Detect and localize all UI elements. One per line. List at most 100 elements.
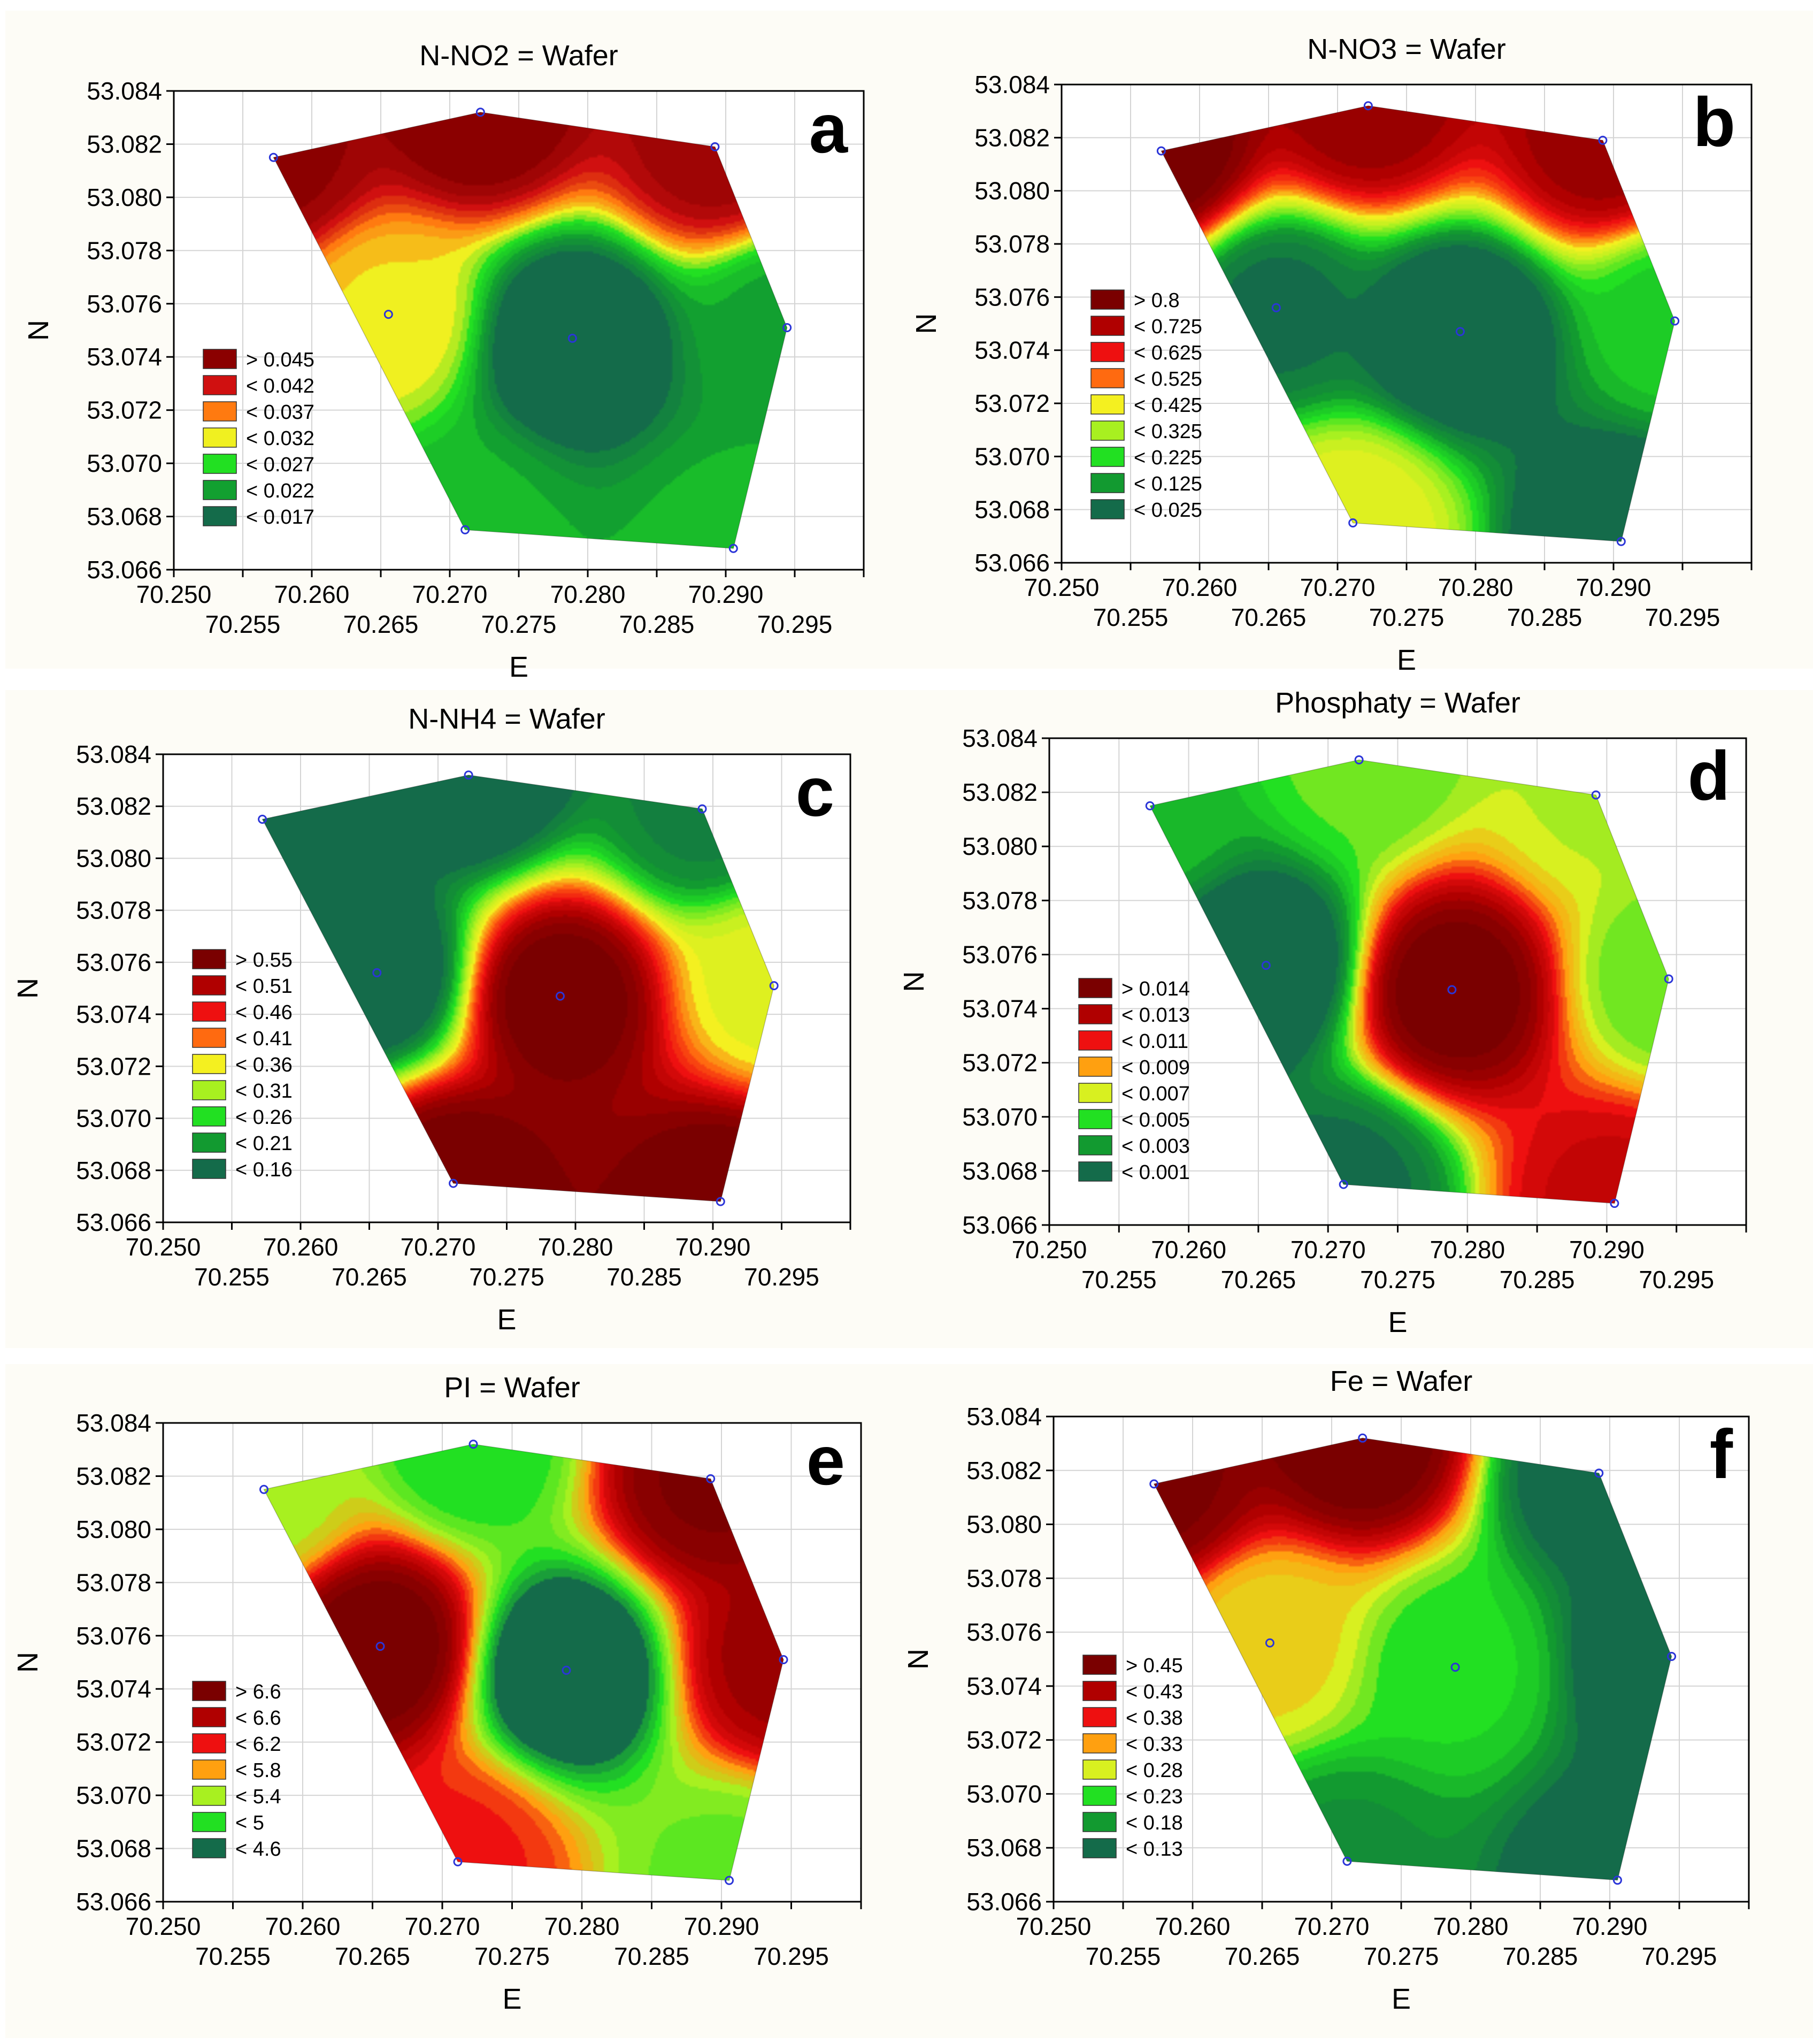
station-point xyxy=(782,323,792,333)
ticks: 70.25070.25570.26070.26570.27070.27570.2… xyxy=(974,71,1753,631)
contour-boundary xyxy=(1153,1437,1672,1881)
y-tick-label: 53.072 xyxy=(966,1726,1042,1754)
y-tick-label: 53.074 xyxy=(966,1672,1042,1700)
legend-swatch xyxy=(1078,1109,1112,1129)
legend-swatch xyxy=(1090,289,1125,310)
x-tick-label: 70.260 xyxy=(1162,573,1238,601)
y-tick-label: 53.082 xyxy=(76,792,151,820)
legend-swatch xyxy=(192,1733,226,1754)
legend-swatch xyxy=(203,349,237,369)
station-point xyxy=(258,815,267,824)
legend-label: < 0.725 xyxy=(1134,316,1202,338)
legend: > 0.8 < 0.725 < 0.625 < 0.525 < 0.425 < 0.325… xyxy=(1090,289,1202,522)
x-tick-label: 70.250 xyxy=(126,1233,201,1261)
y-tick-label: 53.066 xyxy=(966,1888,1042,1916)
legend-label: < 0.013 xyxy=(1121,1004,1190,1027)
legend-label: < 0.28 xyxy=(1126,1759,1183,1782)
y-tick-label: 53.084 xyxy=(76,1409,151,1437)
x-tick-label: 70.265 xyxy=(1221,1266,1296,1293)
y-tick-label: 53.074 xyxy=(974,336,1050,364)
y-tick-label: 53.082 xyxy=(974,124,1050,151)
station-points xyxy=(258,770,779,1206)
legend-swatch xyxy=(192,1786,226,1806)
y-tick-label: 53.076 xyxy=(87,290,162,318)
x-tick-label: 70.285 xyxy=(619,610,695,638)
x-tick-label: 70.270 xyxy=(1300,573,1376,601)
station-point xyxy=(1149,1479,1159,1489)
legend: > 0.45 < 0.43 < 0.38 < 0.33 < 0.28 < 0.23 < 0.… xyxy=(1082,1655,1183,1861)
station-point xyxy=(453,1857,463,1866)
station-point xyxy=(1450,1663,1460,1672)
legend-swatch xyxy=(1090,342,1125,362)
x-tick-label: 70.285 xyxy=(1503,1942,1578,1970)
y-tick-label: 53.070 xyxy=(87,449,162,477)
x-tick-label: 70.270 xyxy=(405,1912,480,1940)
x-tick-label: 70.295 xyxy=(1645,603,1720,631)
x-tick-label: 70.265 xyxy=(343,610,419,638)
legend-label: < 0.125 xyxy=(1134,473,1202,495)
legend-label: > 0.045 xyxy=(246,349,314,371)
x-tick-label: 70.255 xyxy=(205,610,281,638)
x-tick-label: 70.285 xyxy=(606,1263,682,1291)
x-tick-label: 70.275 xyxy=(474,1942,550,1970)
x-tick-label: 70.250 xyxy=(1016,1912,1092,1940)
station-point xyxy=(1145,801,1155,810)
x-tick-label: 70.295 xyxy=(744,1263,819,1291)
station-point xyxy=(710,142,720,151)
station-point xyxy=(1354,755,1364,764)
y-axis-label: N xyxy=(910,313,942,334)
panel-letter: b xyxy=(1693,83,1735,161)
legend-swatch xyxy=(1082,1681,1117,1701)
x-tick-label: 70.260 xyxy=(263,1233,339,1261)
x-tick-label: 70.290 xyxy=(684,1912,759,1940)
y-tick-label: 53.084 xyxy=(76,740,151,768)
legend-swatch xyxy=(1078,1161,1112,1182)
station-point xyxy=(1610,1199,1619,1208)
legend-label: < 0.18 xyxy=(1126,1812,1183,1834)
x-tick-label: 70.250 xyxy=(136,580,212,608)
contour-boundary xyxy=(273,112,788,549)
legend: > 0.014 < 0.013 < 0.011 < 0.009 < 0.007 < 0.0… xyxy=(1078,978,1190,1184)
panel-letter: a xyxy=(809,89,849,167)
station-point xyxy=(1455,327,1465,336)
legend-label: > 0.8 xyxy=(1134,289,1180,312)
y-tick-label: 53.076 xyxy=(76,948,151,976)
x-tick-label: 70.250 xyxy=(126,1912,201,1940)
legend-swatch xyxy=(1082,1786,1117,1806)
legend-swatch xyxy=(203,375,237,395)
contour-boundary xyxy=(1149,759,1670,1204)
station-point xyxy=(706,1474,716,1483)
station-point xyxy=(697,804,707,814)
y-tick-label: 53.078 xyxy=(974,230,1050,258)
x-tick-label: 70.280 xyxy=(550,580,626,608)
legend-label: < 0.042 xyxy=(246,375,314,397)
x-tick-label: 70.295 xyxy=(1639,1266,1714,1293)
ticks: 70.25070.25570.26070.26570.27070.27570.2… xyxy=(76,740,851,1291)
y-tick-label: 53.070 xyxy=(962,1103,1038,1131)
x-tick-label: 70.285 xyxy=(1507,603,1582,631)
legend-label: < 0.43 xyxy=(1126,1681,1183,1703)
legend-label: < 0.16 xyxy=(235,1159,293,1181)
x-tick-label: 70.280 xyxy=(1430,1236,1505,1264)
y-tick-label: 53.066 xyxy=(962,1211,1038,1239)
station-point xyxy=(1594,1468,1604,1478)
legend-swatch xyxy=(192,1028,226,1048)
x-tick-label: 70.295 xyxy=(757,610,833,638)
legend-swatch xyxy=(1078,1135,1112,1155)
legend-label: < 0.005 xyxy=(1121,1109,1190,1131)
x-tick-label: 70.275 xyxy=(481,610,557,638)
y-tick-label: 53.078 xyxy=(87,236,162,264)
y-tick-label: 53.078 xyxy=(966,1564,1042,1592)
legend-label: < 0.225 xyxy=(1134,447,1202,469)
station-point xyxy=(1271,303,1281,312)
legend-label: < 0.26 xyxy=(235,1106,293,1129)
y-tick-label: 53.068 xyxy=(76,1835,151,1863)
legend-label: < 0.007 xyxy=(1121,1083,1190,1105)
panel-letter: f xyxy=(1710,1415,1733,1493)
legend-swatch xyxy=(1090,368,1125,388)
y-tick-label: 53.076 xyxy=(76,1622,151,1650)
legend-swatch xyxy=(1090,420,1125,441)
x-tick-label: 70.255 xyxy=(1086,1942,1161,1970)
panel-letter: d xyxy=(1688,737,1730,815)
y-tick-label: 53.076 xyxy=(966,1618,1042,1646)
